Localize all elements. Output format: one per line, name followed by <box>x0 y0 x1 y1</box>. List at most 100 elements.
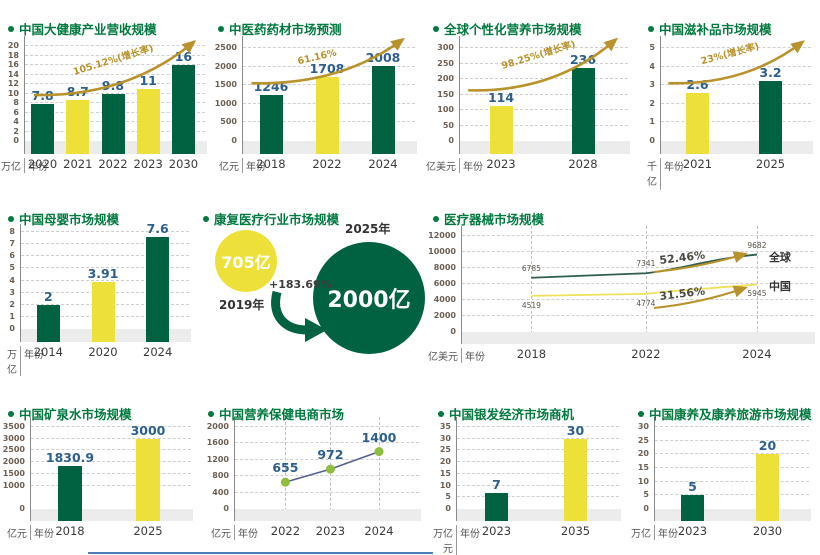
y-tick-label: 0 <box>450 327 456 336</box>
point-value-label: 972 <box>317 447 344 463</box>
chart-plot: 0 500 1000 1500 2000 2500 亿元 年份 1246 2018 1708 2022… <box>210 0 425 190</box>
point-value-label: 4774 <box>636 298 656 308</box>
y-tick-label: 10 <box>7 88 19 98</box>
y-tick-label: 0 <box>445 504 451 513</box>
market-size-circle-2025: 2000亿 <box>313 242 425 354</box>
vertical-gridline <box>645 226 647 344</box>
gridline <box>31 449 191 451</box>
gridline <box>25 73 205 75</box>
plot-area: 0 400 800 1200 1600 2000 亿元 年份 2022 2023 2024 655 97… <box>207 417 421 540</box>
y-tick-label: 0 <box>231 136 237 145</box>
gridline <box>655 453 809 455</box>
bar-value-label: 20 <box>758 438 777 454</box>
y-tick-label: 5 <box>649 43 655 52</box>
chart-plot: 0 1000 1500 2000 2500 3000 3500 亿元 年份 1830.9 2018 3… <box>0 385 200 555</box>
bar-value-label: 114 <box>487 89 515 105</box>
growth-rate-label: 23%(增长率) <box>700 40 761 67</box>
growth-arrow: 31.56% <box>653 284 748 309</box>
bar <box>136 438 160 521</box>
y-tick-label: 4 <box>13 117 19 126</box>
y-tick-label: 150 <box>437 89 454 99</box>
x-category-label: 2030 <box>752 524 783 538</box>
gridline <box>661 121 811 123</box>
gridline <box>21 231 189 232</box>
bar-value-label: 11 <box>139 72 157 88</box>
axis-band <box>31 509 193 521</box>
vertical-gridline <box>756 226 758 344</box>
bar-value-label: 7 <box>492 476 501 492</box>
bar <box>759 81 782 154</box>
x-category-label: 2023 <box>486 157 516 171</box>
bullet-icon <box>218 25 224 32</box>
x-category-label: 2022 <box>312 157 342 171</box>
chart-title-text: 中国银发经济市场商机 <box>449 406 575 422</box>
growth-arrow-curve <box>251 37 406 85</box>
chart-card-rehab-medical: 康复医疗行业市场规模 705亿 2000亿 2019年 2025年 +183.69% <box>195 190 425 385</box>
y-tick-label: 12000 <box>428 231 456 240</box>
axis-band <box>655 509 811 521</box>
gridline <box>25 64 205 65</box>
y-tick-label: 1600 <box>206 438 229 448</box>
gridline <box>235 442 419 444</box>
y-tick-label: 300 <box>437 43 454 52</box>
x-category-label: 2023 <box>133 157 163 171</box>
gridline <box>25 92 205 94</box>
gridline <box>460 109 628 110</box>
gridline <box>655 426 809 427</box>
gridline <box>457 461 619 463</box>
x-category-label: 2028 <box>568 157 598 171</box>
y-tick-label: 1200 <box>206 454 229 464</box>
gridline <box>460 78 628 79</box>
growth-arrow <box>271 290 327 342</box>
y-tick-label: 30 <box>637 422 649 431</box>
gridline <box>457 437 619 439</box>
bar <box>756 454 779 521</box>
chart-title-text: 全球个性化营养市场规模 <box>444 21 582 37</box>
growth-arrow-curve <box>33 39 197 97</box>
y-tick-label: 35 <box>439 422 451 431</box>
y-tick-label: 10000 <box>428 247 456 256</box>
point-value-label: 4519 <box>521 300 541 310</box>
bar <box>686 92 709 154</box>
y-tick-label: 8 <box>9 227 15 236</box>
bullet-icon <box>208 410 214 417</box>
y-tick-label: 8 <box>13 98 19 107</box>
bar <box>485 492 508 521</box>
bar <box>315 77 339 154</box>
y-tick-label: 100 <box>437 105 454 114</box>
y-tick-label: 3000 <box>2 433 25 443</box>
gridline <box>235 475 419 477</box>
plot-area: 0 2 4 6 8 10 12 14 16 18 20 万亿 年份 7.8 2020 8.7 2021 9.8 20… <box>1 36 207 173</box>
bar-value-label: 2.6 <box>686 76 709 92</box>
gridline <box>661 47 811 48</box>
x-category-label: 2025 <box>133 524 163 538</box>
chart-title: 全球个性化营养市场规模 <box>433 19 582 38</box>
axis-unit-label: 万亿 <box>631 525 655 540</box>
trend-line <box>531 283 758 297</box>
growth-arrow-curve <box>468 37 619 92</box>
bar-value-label: 2008 <box>365 50 401 66</box>
gridline <box>235 458 419 460</box>
axis-band <box>457 509 621 521</box>
point-value-label: 655 <box>272 460 299 476</box>
x-category-label: 2020 <box>88 345 118 359</box>
y-tick-label: 0 <box>223 504 229 513</box>
y-tick-label: 18 <box>7 50 19 60</box>
gridline <box>31 426 191 427</box>
axis-unit-label: 万亿元 <box>431 525 457 555</box>
y-tick-label: 2000 <box>206 422 229 431</box>
chart-card-maternal-infant: 中国母婴市场规模 0 1 2 3 4 5 6 7 8 万亿 年份 2 2014 3.91 2020 7.6 20… <box>0 190 195 385</box>
axis-band <box>235 509 421 521</box>
chart-plot: 0 1 2 3 4 5 6 7 8 万亿 年份 2 2014 3.91 2020 7.6 2024 <box>0 190 195 385</box>
point-value-label: 9682 <box>747 240 767 250</box>
point-value-label: 7341 <box>636 259 656 269</box>
axis-band <box>462 332 815 344</box>
chart-title-text: 医疗器械市场规模 <box>444 211 545 227</box>
gridline <box>457 484 619 486</box>
data-point-marker <box>325 464 335 474</box>
y-tick-label: 20 <box>637 449 649 459</box>
bar-value-label: 3.91 <box>87 265 119 281</box>
y-tick-label: 25 <box>439 445 451 455</box>
x-category-label: 2022 <box>631 347 661 361</box>
bullet-icon <box>433 215 439 222</box>
